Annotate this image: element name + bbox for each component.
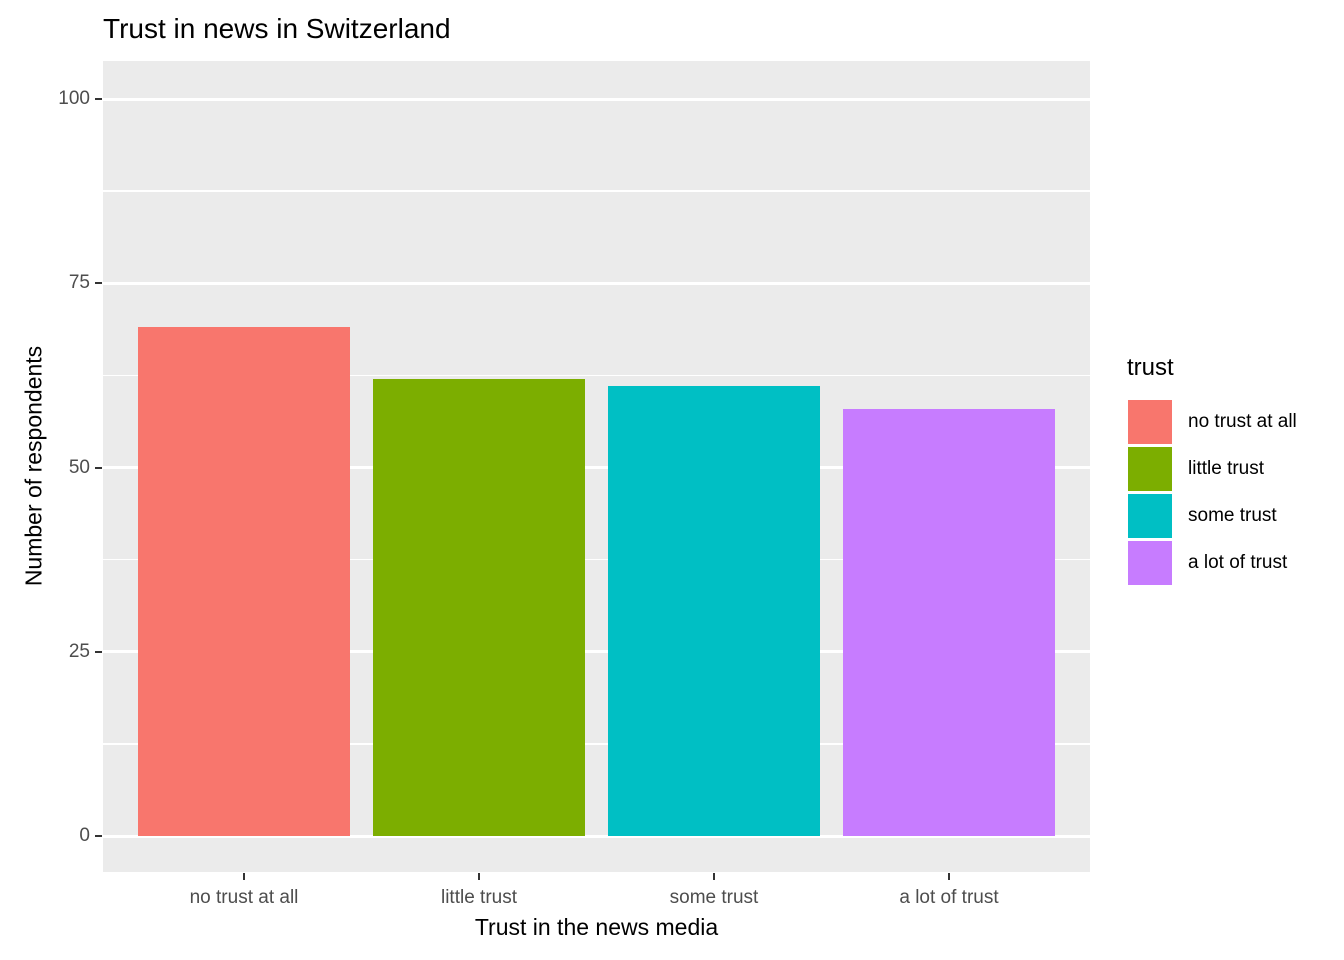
- y-axis-tick-label: 75: [68, 272, 90, 294]
- x-axis-tick-label: little trust: [440, 887, 518, 908]
- x-axis-tick-label: a lot of trust: [899, 887, 999, 908]
- gridline-minor: [103, 374, 1090, 377]
- legend-title: trust: [1127, 354, 1174, 381]
- x-axis-tick-label: no trust at all: [189, 887, 299, 908]
- gridline-major: [103, 834, 1090, 838]
- y-axis-tick-mark: [95, 835, 102, 837]
- legend-item: little trust: [1127, 447, 1264, 491]
- y-axis-tick-label: 100: [58, 88, 90, 109]
- y-axis-tick-label: 25: [68, 640, 90, 662]
- gridline-minor: [103, 743, 1090, 745]
- y-axis-tick-label: 50: [68, 456, 90, 478]
- legend-swatch: [1128, 541, 1172, 585]
- y-axis-tick-mark: [95, 282, 102, 285]
- bar-some-trust: [608, 386, 820, 836]
- plot-panel: [103, 61, 1090, 872]
- x-axis-tick-mark: [713, 873, 715, 880]
- gridline-major: [103, 650, 1090, 654]
- legend-item: some trust: [1127, 494, 1277, 538]
- gridline-major: [103, 281, 1090, 285]
- x-axis-tick-label: some trust: [669, 887, 759, 908]
- legend-label: a lot of trust: [1188, 552, 1288, 573]
- y-axis-tick-label: 0: [79, 825, 90, 846]
- x-axis-tick-mark: [243, 873, 245, 880]
- gridline-major: [103, 97, 1090, 101]
- x-axis-title: Trust in the news media: [474, 914, 719, 940]
- legend-label: little trust: [1188, 458, 1265, 479]
- legend-item: a lot of trust: [1127, 541, 1287, 585]
- legend-item: no trust at all: [1127, 400, 1297, 444]
- x-axis-tick-mark: [478, 873, 480, 880]
- y-axis-tick-mark: [95, 650, 102, 653]
- y-axis-tick-mark: [95, 98, 102, 100]
- gridline-minor: [103, 558, 1090, 561]
- gridline-major: [103, 466, 1090, 469]
- legend-label: no trust at all: [1188, 411, 1297, 432]
- legend-swatch: [1128, 400, 1172, 444]
- y-axis-title: Number of respondents: [20, 345, 47, 587]
- legend-swatch: [1128, 494, 1172, 538]
- y-axis-tick-mark: [95, 466, 102, 469]
- bar-no-trust-at-all: [138, 327, 350, 836]
- legend-items: no trust at all little trust some trust a l…: [1127, 400, 1297, 585]
- bar-little-trust: [373, 379, 585, 836]
- bar-a-lot-of-trust: [843, 408, 1055, 836]
- chart-title: Trust in news in Switzerland: [103, 13, 451, 44]
- legend: trust no trust at all little trust some tr…: [1127, 354, 1297, 588]
- x-axis-tick-mark: [948, 873, 950, 880]
- gridline-minor: [103, 190, 1090, 192]
- legend-label: some trust: [1188, 505, 1277, 526]
- legend-swatch: [1128, 447, 1172, 491]
